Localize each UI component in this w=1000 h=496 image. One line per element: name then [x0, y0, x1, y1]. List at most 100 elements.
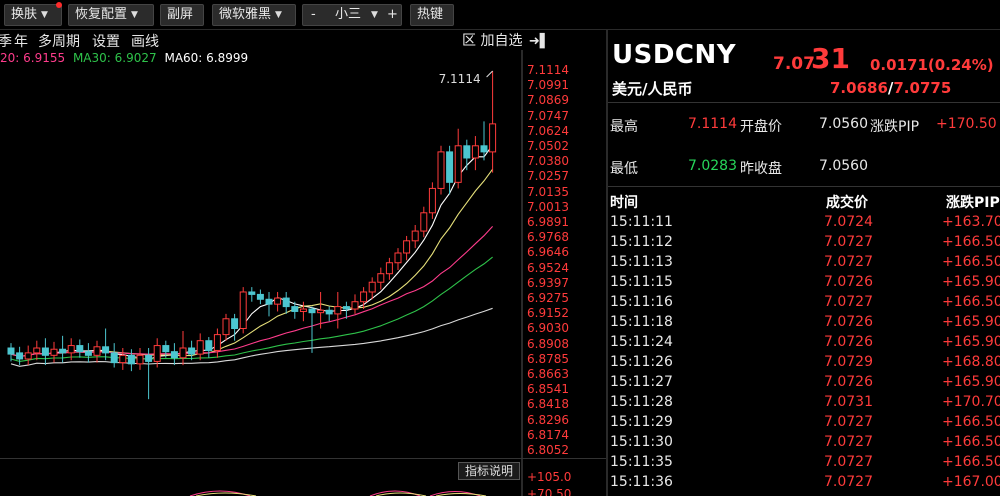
font-size-control: - 小三 ▼ +	[302, 4, 402, 26]
tick-time: 15:11:36	[610, 474, 673, 490]
top-toolbar: 换肤 ▼ 恢复配置 ▼ 副屏 微软雅黑 ▼ - 小三 ▼ + 热键	[0, 0, 1000, 30]
tick-time: 15:11:27	[610, 374, 673, 390]
candle-body	[428, 187, 436, 214]
y-tick-label: 7.0380	[527, 154, 569, 169]
candle-body	[377, 273, 385, 283]
y-tick-label: 6.9891	[527, 215, 569, 229]
bid-ask-separator: /	[887, 79, 894, 97]
candle-body	[437, 151, 445, 189]
tick-pip: +166.50	[942, 294, 1000, 310]
tick-time: 15:11:11	[610, 214, 673, 230]
indicator-info-button[interactable]: 指标说明	[458, 462, 520, 480]
tick-price: 7.0726	[824, 274, 873, 290]
candle-body	[308, 308, 316, 314]
high-marker-label: 7.1114	[439, 72, 481, 86]
candle-body	[213, 334, 221, 351]
candle-body	[351, 301, 359, 310]
candle-body	[179, 347, 187, 359]
tick-pip: +166.50	[942, 454, 1000, 470]
tick-pip: +166.50	[942, 234, 1000, 250]
draw-line-button[interactable]: 画线	[131, 34, 159, 50]
add-watchlist-button[interactable]: 区 加自选 ➜▌	[462, 30, 550, 50]
tick-time: 15:11:24	[610, 334, 673, 350]
y-tick-label: 6.8785	[527, 351, 569, 366]
candle-body	[325, 309, 333, 315]
candle-body	[7, 347, 15, 355]
candle-body	[463, 145, 471, 159]
chevron-down-icon[interactable]: ▼	[371, 10, 378, 20]
y-tick-label: 7.0869	[527, 93, 569, 108]
candle-body	[239, 291, 247, 330]
y-tick-label: 6.9152	[527, 306, 569, 321]
pip-value: +170.50	[936, 116, 997, 132]
y-tick-label: 7.0135	[527, 184, 569, 199]
y-tick-label: 6.8663	[527, 367, 569, 381]
increase-size-button[interactable]: +	[387, 7, 398, 22]
restore-label: 恢复配置	[75, 7, 128, 22]
low-value: 7.0283	[688, 158, 737, 174]
bid-price: 7.0686	[830, 79, 888, 97]
notification-dot	[56, 2, 62, 8]
panel-divider	[606, 30, 608, 496]
multi-period-button[interactable]: 多周期	[38, 34, 80, 50]
tick-price: 7.0731	[824, 394, 873, 410]
hotkey-button[interactable]: 热键	[410, 4, 454, 26]
font-dropdown[interactable]: 微软雅黑 ▼	[212, 4, 296, 26]
y-tick-label: 7.0013	[527, 199, 569, 214]
price-change: 0.0171(0.24%)	[870, 56, 994, 74]
tick-row: 15:11:36 7.0727 +167.00	[608, 474, 1000, 494]
ma10-line	[10, 168, 494, 358]
restore-config-dropdown[interactable]: 恢复配置 ▼	[68, 4, 154, 26]
ma60-value: MA60: 6.8999	[164, 51, 249, 65]
y-tick-label: 6.8052	[527, 443, 569, 457]
candle-body	[282, 297, 290, 308]
candle-body	[291, 306, 299, 312]
sub-axis-label: +70.50	[527, 487, 572, 496]
candle-body	[170, 351, 178, 359]
tick-row: 15:11:30 7.0727 +166.50	[608, 434, 1000, 454]
last-price-major: 7.07	[773, 54, 815, 74]
y-tick-label: 6.8174	[527, 427, 569, 442]
tick-row: 15:11:35 7.0727 +166.50	[608, 454, 1000, 474]
tick-row: 15:11:12 7.0727 +166.50	[608, 234, 1000, 254]
y-tick-label: 6.9397	[527, 275, 569, 290]
chevron-down-icon: ▼	[41, 10, 48, 20]
y-tick-label: 6.9646	[527, 245, 569, 260]
candle-body	[231, 318, 239, 330]
sub-screen-button[interactable]: 副屏	[160, 4, 204, 26]
y-tick-label: 7.0624	[527, 123, 569, 138]
candlestick-chart[interactable]: 7.1114	[0, 50, 606, 496]
candle-body	[265, 298, 273, 305]
candle-body	[16, 352, 24, 360]
candle-body	[110, 352, 118, 364]
period-season[interactable]: 季	[0, 34, 12, 50]
tick-price: 7.0726	[824, 374, 873, 390]
settings-button[interactable]: 设置	[92, 34, 120, 50]
skin-dropdown[interactable]: 换肤 ▼	[4, 4, 62, 26]
symbol-code: USDCNY	[612, 40, 737, 70]
bid-ask: 7.0686/7.0775	[830, 79, 951, 97]
divider	[608, 102, 1000, 103]
tick-row: 15:11:26 7.0729 +168.80	[608, 354, 1000, 374]
tick-time: 15:11:28	[610, 394, 673, 410]
candle-body	[368, 281, 376, 293]
candle-body	[41, 347, 49, 356]
chevron-down-icon: ▼	[275, 10, 282, 20]
tick-time: 15:11:18	[610, 314, 673, 330]
tick-header-time: 时间	[610, 195, 638, 211]
decrease-size-button[interactable]: -	[311, 7, 316, 22]
ma30-value: MA30: 6.9027	[72, 51, 157, 65]
tick-pip: +165.90	[942, 334, 1000, 350]
candle-body	[471, 145, 479, 159]
last-price-pips: 31	[811, 42, 850, 75]
candle-body	[196, 340, 204, 355]
tick-pip: +166.50	[942, 434, 1000, 450]
tick-price: 7.0726	[824, 334, 873, 350]
size-label[interactable]: 小三	[335, 7, 362, 22]
candle-body	[334, 306, 342, 315]
candle-body	[84, 351, 92, 356]
tick-time: 15:11:35	[610, 454, 673, 470]
high-value: 7.1114	[688, 116, 737, 132]
candle-body	[127, 354, 135, 365]
period-year[interactable]: 年	[14, 34, 28, 50]
